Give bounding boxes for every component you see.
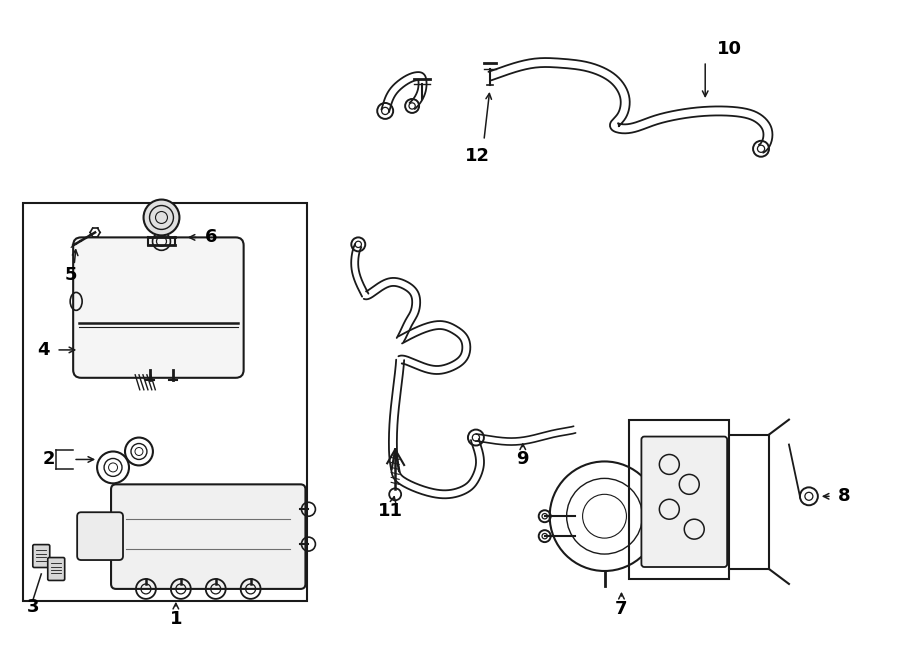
Text: 2: 2 (43, 450, 56, 469)
Circle shape (143, 199, 179, 236)
Text: 9: 9 (517, 450, 529, 469)
Text: 5: 5 (65, 266, 77, 284)
Text: 7: 7 (616, 600, 627, 618)
FancyBboxPatch shape (48, 557, 65, 581)
Text: 6: 6 (204, 228, 217, 246)
Bar (629, 420, 729, 579)
FancyBboxPatch shape (111, 485, 305, 589)
Text: 4: 4 (37, 341, 50, 359)
FancyBboxPatch shape (73, 238, 244, 378)
Text: 12: 12 (465, 147, 491, 165)
FancyBboxPatch shape (77, 512, 123, 560)
Text: 3: 3 (27, 598, 40, 616)
FancyBboxPatch shape (32, 545, 50, 567)
Bar (23, 203, 308, 601)
Text: 8: 8 (838, 487, 850, 505)
Text: 11: 11 (378, 502, 402, 520)
FancyBboxPatch shape (642, 436, 727, 567)
Text: 1: 1 (169, 610, 182, 628)
Text: 10: 10 (716, 40, 742, 58)
